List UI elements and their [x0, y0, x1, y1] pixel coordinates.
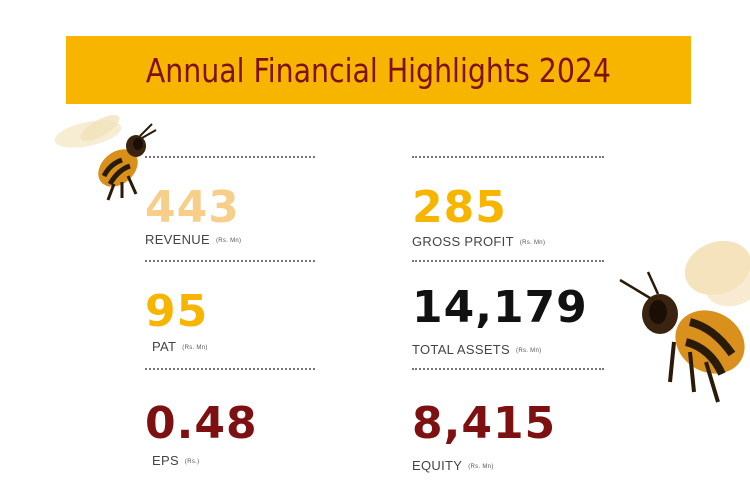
bee-illustration-left — [54, 114, 157, 201]
divider — [145, 368, 315, 370]
bee-illustration-right — [619, 240, 750, 403]
equity-label: EQUITY (Rs. Mn) — [412, 458, 494, 473]
divider — [145, 156, 315, 158]
divider — [412, 156, 604, 158]
eps-label: EPS (Rs.) — [152, 453, 199, 468]
total-assets-label-text: TOTAL ASSETS — [412, 342, 511, 357]
gross-profit-unit: (Rs. Mn) — [519, 239, 546, 246]
equity-label-text: EQUITY — [412, 458, 463, 473]
pat-value: 95 — [145, 286, 209, 337]
gross-profit-value: 285 — [412, 182, 507, 233]
divider — [412, 368, 604, 370]
total-assets-label: TOTAL ASSETS (Rs. Mn) — [412, 342, 541, 357]
revenue-label: REVENUE (Rs. Mn) — [145, 232, 241, 247]
divider — [412, 260, 604, 262]
eps-unit: (Rs.) — [184, 458, 200, 465]
pat-label-text: PAT — [152, 339, 177, 354]
revenue-label-text: REVENUE — [145, 232, 210, 247]
gross-profit-label-text: GROSS PROFIT — [412, 234, 514, 249]
title-banner: Annual Financial Highlights 2024 — [66, 36, 691, 104]
pat-label: PAT (Rs. Mn) — [152, 339, 208, 354]
eps-value: 0.48 — [145, 398, 258, 449]
revenue-value: 443 — [145, 182, 240, 233]
equity-unit: (Rs. Mn) — [468, 463, 494, 470]
eps-label-text: EPS — [152, 453, 179, 468]
revenue-unit: (Rs. Mn) — [215, 237, 242, 244]
divider — [145, 260, 315, 262]
page-title: Annual Financial Highlights 2024 — [145, 50, 612, 90]
gross-profit-label: GROSS PROFIT (Rs. Mn) — [412, 234, 545, 249]
equity-value: 8,415 — [412, 398, 557, 449]
pat-unit: (Rs. Mn) — [182, 344, 208, 351]
total-assets-value: 14,179 — [412, 282, 588, 333]
total-assets-unit: (Rs. Mn) — [516, 347, 542, 354]
